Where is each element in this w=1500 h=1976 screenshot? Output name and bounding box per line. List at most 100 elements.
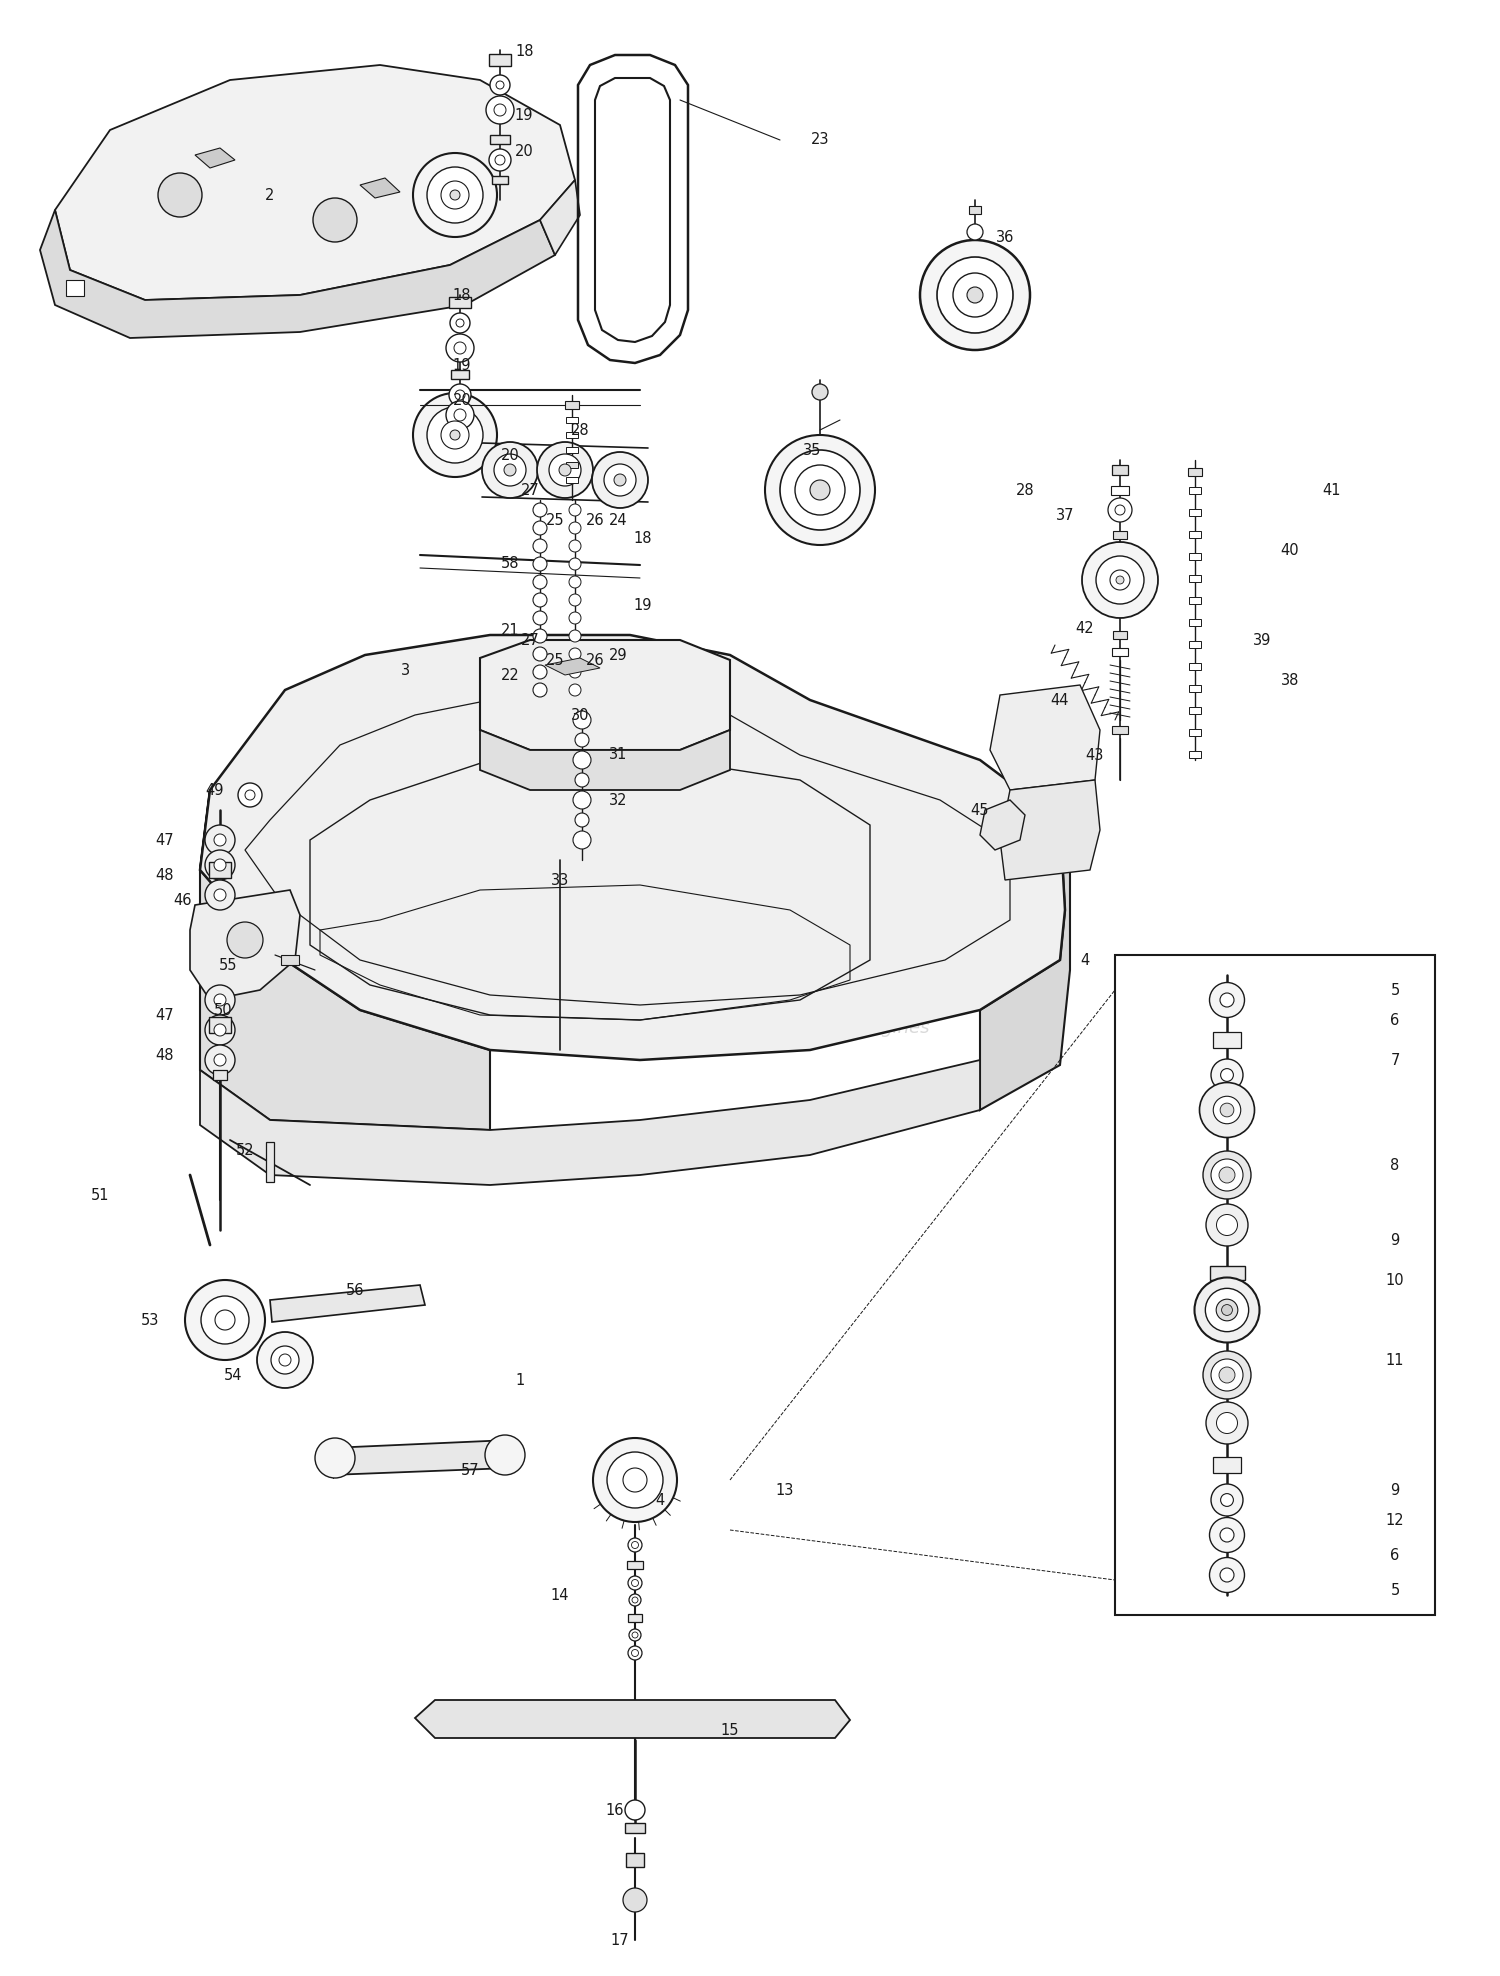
Circle shape bbox=[206, 984, 236, 1016]
Text: 58: 58 bbox=[501, 555, 519, 571]
Circle shape bbox=[413, 393, 497, 476]
Circle shape bbox=[632, 1597, 638, 1603]
Polygon shape bbox=[190, 889, 300, 1000]
Text: 20: 20 bbox=[453, 393, 471, 407]
Circle shape bbox=[1216, 1298, 1237, 1320]
Circle shape bbox=[532, 522, 548, 535]
Circle shape bbox=[214, 994, 226, 1006]
Circle shape bbox=[532, 646, 548, 662]
Circle shape bbox=[214, 860, 226, 871]
Bar bbox=[566, 476, 578, 482]
Polygon shape bbox=[40, 209, 555, 338]
Circle shape bbox=[1216, 1413, 1237, 1433]
Text: 38: 38 bbox=[1281, 672, 1299, 688]
Bar bbox=[1209, 1267, 1245, 1280]
Circle shape bbox=[560, 464, 572, 476]
Text: 48: 48 bbox=[156, 867, 174, 883]
Circle shape bbox=[1221, 1494, 1233, 1506]
Polygon shape bbox=[330, 1441, 510, 1474]
Circle shape bbox=[1221, 1069, 1233, 1081]
Circle shape bbox=[494, 105, 506, 117]
Circle shape bbox=[1210, 1160, 1243, 1192]
Circle shape bbox=[206, 879, 236, 911]
Circle shape bbox=[214, 1310, 236, 1330]
Text: 5: 5 bbox=[1390, 982, 1400, 998]
Circle shape bbox=[1206, 1288, 1248, 1332]
Circle shape bbox=[780, 451, 859, 530]
Circle shape bbox=[608, 1452, 663, 1508]
Bar bbox=[448, 298, 471, 308]
Circle shape bbox=[568, 613, 580, 624]
Circle shape bbox=[206, 1016, 236, 1045]
Circle shape bbox=[622, 1887, 646, 1913]
Bar bbox=[1214, 1031, 1240, 1047]
Circle shape bbox=[532, 666, 548, 680]
Text: 41: 41 bbox=[1323, 482, 1341, 498]
Text: 51: 51 bbox=[90, 1188, 110, 1203]
Polygon shape bbox=[270, 1284, 424, 1322]
Circle shape bbox=[532, 611, 548, 624]
Bar bbox=[1190, 575, 1202, 581]
Text: 21: 21 bbox=[501, 622, 519, 638]
Polygon shape bbox=[480, 729, 730, 790]
Text: 18: 18 bbox=[453, 287, 471, 302]
Bar bbox=[1112, 725, 1128, 733]
Polygon shape bbox=[360, 178, 401, 198]
Circle shape bbox=[1116, 575, 1124, 585]
Circle shape bbox=[573, 790, 591, 808]
Circle shape bbox=[279, 1354, 291, 1365]
Polygon shape bbox=[56, 65, 574, 300]
Circle shape bbox=[489, 148, 512, 172]
Bar bbox=[628, 1614, 642, 1622]
Circle shape bbox=[1220, 1569, 1234, 1583]
Circle shape bbox=[315, 1439, 356, 1478]
Text: 27: 27 bbox=[520, 632, 540, 648]
Bar bbox=[566, 447, 578, 453]
Circle shape bbox=[810, 480, 830, 500]
Bar bbox=[1113, 532, 1126, 539]
Circle shape bbox=[413, 152, 497, 237]
Text: 36: 36 bbox=[996, 231, 1014, 245]
Bar bbox=[566, 417, 578, 423]
Text: 47: 47 bbox=[156, 1008, 174, 1022]
Text: 1: 1 bbox=[516, 1373, 525, 1387]
Bar bbox=[566, 401, 579, 409]
Text: 7: 7 bbox=[1390, 1053, 1400, 1067]
Circle shape bbox=[454, 389, 465, 399]
Circle shape bbox=[632, 1541, 639, 1549]
Text: 26: 26 bbox=[585, 652, 604, 668]
Circle shape bbox=[1194, 1278, 1260, 1342]
Circle shape bbox=[1206, 1403, 1248, 1444]
Text: 52: 52 bbox=[236, 1142, 255, 1158]
Bar bbox=[1190, 662, 1202, 670]
Circle shape bbox=[632, 1650, 639, 1656]
Text: 25: 25 bbox=[546, 512, 564, 528]
Polygon shape bbox=[544, 658, 600, 676]
Circle shape bbox=[1220, 1367, 1234, 1383]
Text: 47: 47 bbox=[156, 832, 174, 848]
Bar bbox=[492, 176, 508, 184]
Circle shape bbox=[314, 198, 357, 241]
Circle shape bbox=[482, 443, 538, 498]
Circle shape bbox=[537, 443, 592, 498]
Bar bbox=[626, 1853, 644, 1867]
Text: 45: 45 bbox=[970, 802, 990, 818]
Text: 56: 56 bbox=[345, 1282, 364, 1298]
Bar bbox=[1190, 597, 1202, 603]
Text: 30: 30 bbox=[570, 707, 590, 723]
Circle shape bbox=[795, 464, 844, 516]
Circle shape bbox=[1114, 506, 1125, 516]
Text: 37: 37 bbox=[1056, 508, 1074, 522]
Circle shape bbox=[632, 1579, 639, 1587]
Polygon shape bbox=[980, 800, 1024, 850]
Circle shape bbox=[568, 595, 580, 607]
Circle shape bbox=[1220, 994, 1234, 1008]
Circle shape bbox=[272, 1346, 298, 1373]
Text: 18: 18 bbox=[516, 45, 534, 59]
Text: 43: 43 bbox=[1086, 747, 1104, 763]
Bar bbox=[1190, 640, 1202, 648]
Circle shape bbox=[532, 575, 548, 589]
Circle shape bbox=[812, 383, 828, 399]
Bar bbox=[452, 371, 470, 379]
Circle shape bbox=[574, 773, 590, 786]
